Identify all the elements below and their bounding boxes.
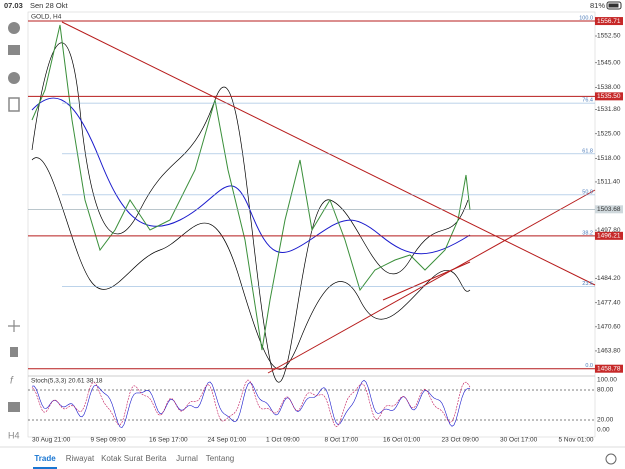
price-tick-label: 1538.00	[597, 84, 621, 91]
date-label: 16 Sep 17:00	[149, 437, 188, 444]
level-label: 1556.71	[597, 18, 621, 25]
date-label: 24 Sep 01:00	[208, 437, 247, 444]
tab[interactable]: Riwayat	[66, 454, 95, 463]
tool-candles[interactable]	[10, 347, 18, 357]
tool-account[interactable]	[8, 22, 20, 34]
date-label: 30 Aug 21:00	[32, 437, 71, 444]
stoch-level-label: 0.00	[597, 427, 610, 434]
price-tick-label: 1463.80	[597, 348, 621, 355]
fibo-label: 0.0	[585, 363, 593, 369]
tool-indicators[interactable]: f	[10, 376, 14, 387]
price-tick-label: 1477.40	[597, 299, 621, 306]
symbol-label: GOLD, H4	[31, 14, 62, 21]
date-label: 16 Oct 01:00	[383, 437, 421, 444]
level-tag	[595, 364, 623, 373]
level-label: 1496.21	[597, 233, 621, 240]
tab[interactable]: Tentang	[206, 454, 234, 463]
date-label: 8 Oct 17:00	[325, 437, 359, 444]
price-tick-label: 1518.00	[597, 155, 621, 162]
trend-line	[267, 189, 596, 374]
stoch-level-label: 20.00	[597, 417, 614, 424]
date-label: 23 Oct 09:00	[442, 437, 480, 444]
tool-period[interactable]: H4	[8, 430, 20, 440]
tab[interactable]: Trade	[34, 454, 56, 463]
chart: GOLD, H4 Stoch(5,3,3) 20.61 38.18	[27, 11, 596, 438]
status-date: Sen 28 Okt	[30, 1, 68, 10]
date-label: 5 Nov 01:00	[559, 437, 594, 444]
level-tag	[595, 231, 623, 240]
tool-trade[interactable]	[8, 45, 20, 55]
fibo-label: 38.2	[582, 230, 593, 236]
tab[interactable]: Berita	[146, 454, 167, 463]
fibo-label: 50.0	[582, 189, 593, 195]
price-tick-label: 1484.20	[597, 275, 621, 282]
price-tick-label: 1545.00	[597, 59, 621, 66]
tool-objects[interactable]	[8, 402, 20, 412]
tool-new[interactable]	[8, 97, 20, 112]
fibo-label: 23.6	[582, 281, 593, 287]
stoch-level-label: 80.00	[597, 387, 614, 394]
tab[interactable]: Kotak Surat	[101, 454, 144, 463]
tab[interactable]: Jurnal	[176, 454, 198, 463]
battery-level	[608, 3, 619, 8]
fibo-label: 100.0	[579, 16, 593, 22]
toolbar: f H4	[8, 22, 20, 440]
battery-icon	[606, 1, 622, 10]
date-label: 30 Oct 17:00	[500, 437, 538, 444]
tool-chat[interactable]	[8, 72, 20, 84]
price-tick-label: 1497.80	[597, 227, 621, 234]
fibo-label: 61.8	[582, 148, 593, 154]
level-tag	[595, 17, 623, 26]
price-path	[31, 24, 471, 351]
price-tick-label: 1531.80	[597, 106, 621, 113]
stoch-label: Stoch(5,3,3) 20.61 38.18	[31, 378, 103, 385]
stoch-level-label: 100.00	[597, 377, 617, 384]
status-battery: 81%	[590, 1, 605, 10]
trend-line	[382, 261, 471, 301]
price-tick-label: 1470.60	[597, 323, 621, 330]
price-tick-label: 1511.40	[597, 179, 620, 186]
stoch-line	[31, 379, 470, 428]
level-label: 1458.78	[597, 365, 621, 372]
fibo-label: 76.4	[582, 98, 593, 104]
trend-line	[61, 21, 596, 286]
date-label: 1 Oct 09:00	[266, 437, 300, 444]
level-label: 1535.50	[597, 93, 621, 100]
status-time: 07.03	[4, 1, 23, 10]
tool-crosshair[interactable]	[8, 320, 20, 332]
date-label: 9 Sep 09:00	[91, 437, 126, 444]
bollinger-upper	[31, 42, 469, 383]
settings-icon[interactable]	[605, 453, 617, 465]
price-tick-label: 1552.50	[597, 33, 621, 40]
level-tag	[595, 92, 623, 101]
current-price-tag	[595, 205, 623, 214]
moving-average	[31, 97, 471, 255]
stoch-line	[31, 379, 471, 428]
current-price-label: 1503.68	[597, 206, 621, 213]
price-tick-label: 1525.00	[597, 130, 621, 137]
